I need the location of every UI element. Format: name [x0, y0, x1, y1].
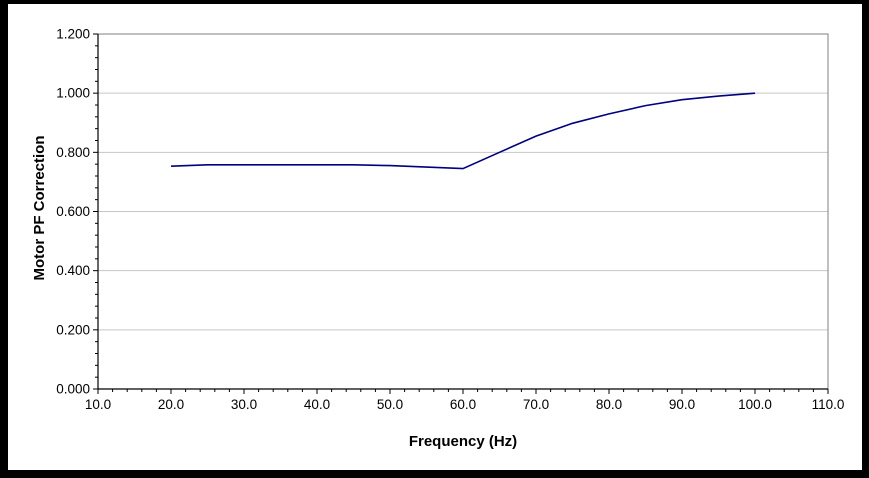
- pf-correction-line: [170, 92, 756, 170]
- x-tick-label: 40.0: [304, 397, 330, 412]
- y-tick-label: 1.000: [56, 86, 90, 101]
- x-tick-label: 90.0: [669, 397, 695, 412]
- x-tick-label: 30.0: [231, 397, 257, 412]
- y-tick-label: 0.000: [56, 382, 90, 397]
- x-tick-label: 10.0: [85, 397, 111, 412]
- x-tick-label: 60.0: [450, 397, 476, 412]
- motor-pf-correction-chart: 10.0 20.0 30.0 40.0 50.0 60.0 70.0 80.0 90.0 100.…: [31, 27, 845, 451]
- y-tick-label: 0.600: [56, 204, 90, 219]
- x-axis-tick-labels: 10.0 20.0 30.0 40.0 50.0 60.0 70.0 80.0 90.0 100.…: [85, 397, 845, 412]
- y-tick-label: 1.200: [56, 27, 90, 42]
- x-tick-label: 20.0: [158, 397, 184, 412]
- x-tick-label: 100.0: [738, 397, 772, 412]
- y-axis-title: Motor PF Correction: [31, 136, 48, 281]
- x-tick-label: 80.0: [596, 397, 622, 412]
- axis-tick-marks: [93, 33, 829, 394]
- y-tick-label: 0.200: [56, 322, 90, 337]
- y-axis-tick-labels: 0.000 0.200 0.400 0.600 0.800 1.000 1.200: [56, 27, 90, 397]
- x-tick-label: 70.0: [523, 397, 549, 412]
- x-tick-label: 50.0: [377, 397, 403, 412]
- x-tick-label: 110.0: [812, 397, 845, 412]
- y-tick-label: 0.800: [56, 145, 90, 160]
- y-tick-label: 0.400: [56, 263, 90, 278]
- x-axis-title: Frequency (Hz): [409, 433, 517, 450]
